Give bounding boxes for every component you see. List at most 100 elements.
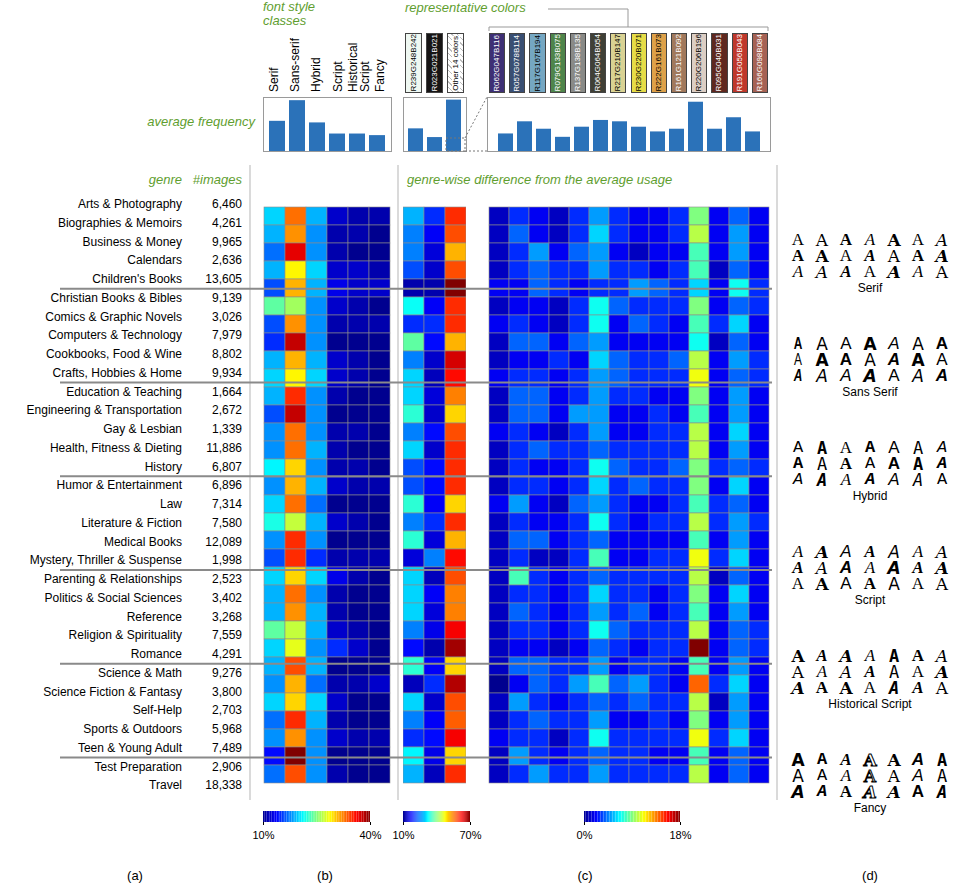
html-text:Fancy: Fancy bbox=[373, 59, 388, 92]
html-text:Literature & Fiction: Literature & Fiction bbox=[81, 515, 182, 530]
html-text:(d): (d) bbox=[862, 868, 878, 883]
html-text:A: A bbox=[815, 230, 829, 250]
html-text:7,314: 7,314 bbox=[212, 497, 242, 511]
html-text:Travel: Travel bbox=[149, 778, 182, 793]
html-text:A: A bbox=[815, 262, 829, 282]
html-text:1,664: 1,664 bbox=[212, 384, 242, 399]
html-text:Medical Books: Medical Books bbox=[104, 534, 182, 549]
html-text:A: A bbox=[887, 246, 901, 266]
html-text:12,089: 12,089 bbox=[205, 534, 242, 549]
html-text:font style classes: font style classes bbox=[263, 0, 315, 28]
html-text:Education & Teaching: Education & Teaching bbox=[66, 384, 182, 399]
html-text:A: A bbox=[935, 246, 949, 266]
html-text:Comics & Graphic Novels: Comics & Graphic Novels bbox=[45, 309, 182, 324]
html-text:7,580: 7,580 bbox=[212, 515, 242, 530]
html-text:Humor & Entertainment: Humor & Entertainment bbox=[56, 478, 182, 493]
html-text:Gay & Lesbian: Gay & Lesbian bbox=[103, 422, 182, 436]
html-text:Science & Math: Science & Math bbox=[98, 665, 182, 680]
html-text:7,489: 7,489 bbox=[212, 740, 242, 755]
html-text:3,402: 3,402 bbox=[212, 590, 242, 605]
html-text:Romance: Romance bbox=[130, 647, 182, 661]
svg-text:10%: 10% bbox=[392, 829, 414, 841]
html-text:9,934: 9,934 bbox=[212, 365, 242, 380]
html-text:3,800: 3,800 bbox=[212, 684, 242, 699]
html-text:Mystery, Thriller & Suspense: Mystery, Thriller & Suspense bbox=[29, 553, 182, 568]
html-text:Business & Money: Business & Money bbox=[82, 234, 182, 249]
html-text:(a): (a) bbox=[127, 868, 143, 883]
html-text:representative colors: representative colors bbox=[405, 0, 526, 15]
html-text:2,703: 2,703 bbox=[212, 703, 242, 718]
html-text:Law: Law bbox=[160, 497, 182, 511]
html-text:9,139: 9,139 bbox=[212, 290, 242, 305]
html-text:Science Fiction & Fantasy: Science Fiction & Fantasy bbox=[43, 684, 182, 699]
html-text:A: A bbox=[839, 246, 853, 265]
html-text:18,338: 18,338 bbox=[205, 778, 242, 793]
html-text:Cookbooks, Food & Wine: Cookbooks, Food & Wine bbox=[45, 347, 182, 361]
svg-text:0%: 0% bbox=[577, 829, 593, 841]
html-text:7,979: 7,979 bbox=[212, 328, 242, 343]
html-text:9,965: 9,965 bbox=[212, 234, 242, 249]
html-text:Computers & Technology: Computers & Technology bbox=[48, 328, 182, 343]
html-text:6,896: 6,896 bbox=[212, 478, 242, 493]
html-text:Arts & Photography: Arts & Photography bbox=[77, 197, 182, 211]
html-text:Serif: Serif bbox=[266, 67, 281, 92]
html-text:13,605: 13,605 bbox=[205, 272, 242, 286]
svg-text:10%: 10% bbox=[252, 829, 274, 841]
html-text:A: A bbox=[887, 230, 901, 250]
html-text:genre: genre bbox=[148, 172, 182, 187]
html-text:2,672: 2,672 bbox=[212, 403, 242, 418]
html-text:Hybrid: Hybrid bbox=[309, 57, 324, 92]
html-text:Politics & Social Sciences: Politics & Social Sciences bbox=[44, 590, 182, 605]
html-text:Sans-serif: Sans-serif bbox=[288, 38, 302, 92]
html-text:Religion & Spirituality: Religion & Spirituality bbox=[68, 628, 182, 643]
html-text:Test Preparation: Test Preparation bbox=[94, 759, 182, 774]
html-text:(b): (b) bbox=[317, 868, 333, 883]
html-text:average frequency: average frequency bbox=[147, 114, 255, 129]
html-text:A: A bbox=[863, 262, 877, 281]
svg-text:70%: 70% bbox=[459, 829, 481, 841]
html-text:9,276: 9,276 bbox=[212, 665, 242, 680]
html-text:4,291: 4,291 bbox=[212, 647, 242, 661]
html-text:A: A bbox=[815, 246, 829, 266]
html-text:6,807: 6,807 bbox=[212, 459, 242, 474]
html-text:4,261: 4,261 bbox=[212, 215, 242, 230]
html-text:(c): (c) bbox=[577, 868, 593, 883]
html-text:Historical Script: Historical Script bbox=[346, 42, 372, 92]
html-text:A: A bbox=[839, 230, 853, 249]
html-text:A: A bbox=[791, 246, 805, 265]
html-text:11,886: 11,886 bbox=[206, 440, 242, 455]
html-text:1,998: 1,998 bbox=[212, 553, 242, 568]
html-text:Crafts, Hobbies & Home: Crafts, Hobbies & Home bbox=[52, 365, 182, 380]
svg-text:40%: 40% bbox=[359, 829, 381, 841]
html-text:Reference: Reference bbox=[126, 609, 182, 624]
html-text:History: History bbox=[144, 459, 182, 474]
html-text:Self-Help: Self-Help bbox=[132, 703, 182, 718]
html-text:Parenting & Relationships: Parenting & Relationships bbox=[43, 572, 182, 586]
html-text:2,906: 2,906 bbox=[212, 759, 242, 774]
html-text:Health, Fitness & Dieting: Health, Fitness & Dieting bbox=[49, 440, 182, 455]
html-text:Calendars: Calendars bbox=[127, 253, 182, 268]
html-text:3,026: 3,026 bbox=[212, 309, 242, 324]
html-text:3,268: 3,268 bbox=[212, 609, 242, 624]
html-text:genre-wise difference from the: genre-wise difference from the average u… bbox=[407, 172, 673, 187]
html-text:7,559: 7,559 bbox=[212, 628, 242, 643]
html-text:A: A bbox=[935, 230, 949, 250]
html-text:8,802: 8,802 bbox=[212, 347, 242, 361]
html-text:Biographies & Memoirs: Biographies & Memoirs bbox=[57, 215, 182, 230]
html-text:Script: Script bbox=[330, 61, 345, 92]
html-text:#images: #images bbox=[192, 172, 242, 187]
svg-text:18%: 18% bbox=[669, 829, 691, 841]
html-text:Teen & Young Adult: Teen & Young Adult bbox=[77, 740, 182, 755]
html-text:Christian Books & Bibles: Christian Books & Bibles bbox=[50, 290, 182, 305]
html-text:A: A bbox=[911, 230, 925, 249]
html-text:Sports & Outdoors: Sports & Outdoors bbox=[83, 722, 182, 736]
html-text:Engineering & Transportation: Engineering & Transportation bbox=[26, 403, 182, 418]
html-text:2,636: 2,636 bbox=[212, 253, 242, 268]
html-text:A: A bbox=[911, 246, 925, 265]
html-text:1,339: 1,339 bbox=[212, 422, 242, 436]
html-text:6,460: 6,460 bbox=[212, 197, 242, 211]
html-text:A: A bbox=[791, 230, 805, 249]
html-text:Children's Books: Children's Books bbox=[92, 272, 182, 286]
html-text:5,968: 5,968 bbox=[212, 722, 242, 736]
html-text:2,523: 2,523 bbox=[212, 572, 242, 586]
